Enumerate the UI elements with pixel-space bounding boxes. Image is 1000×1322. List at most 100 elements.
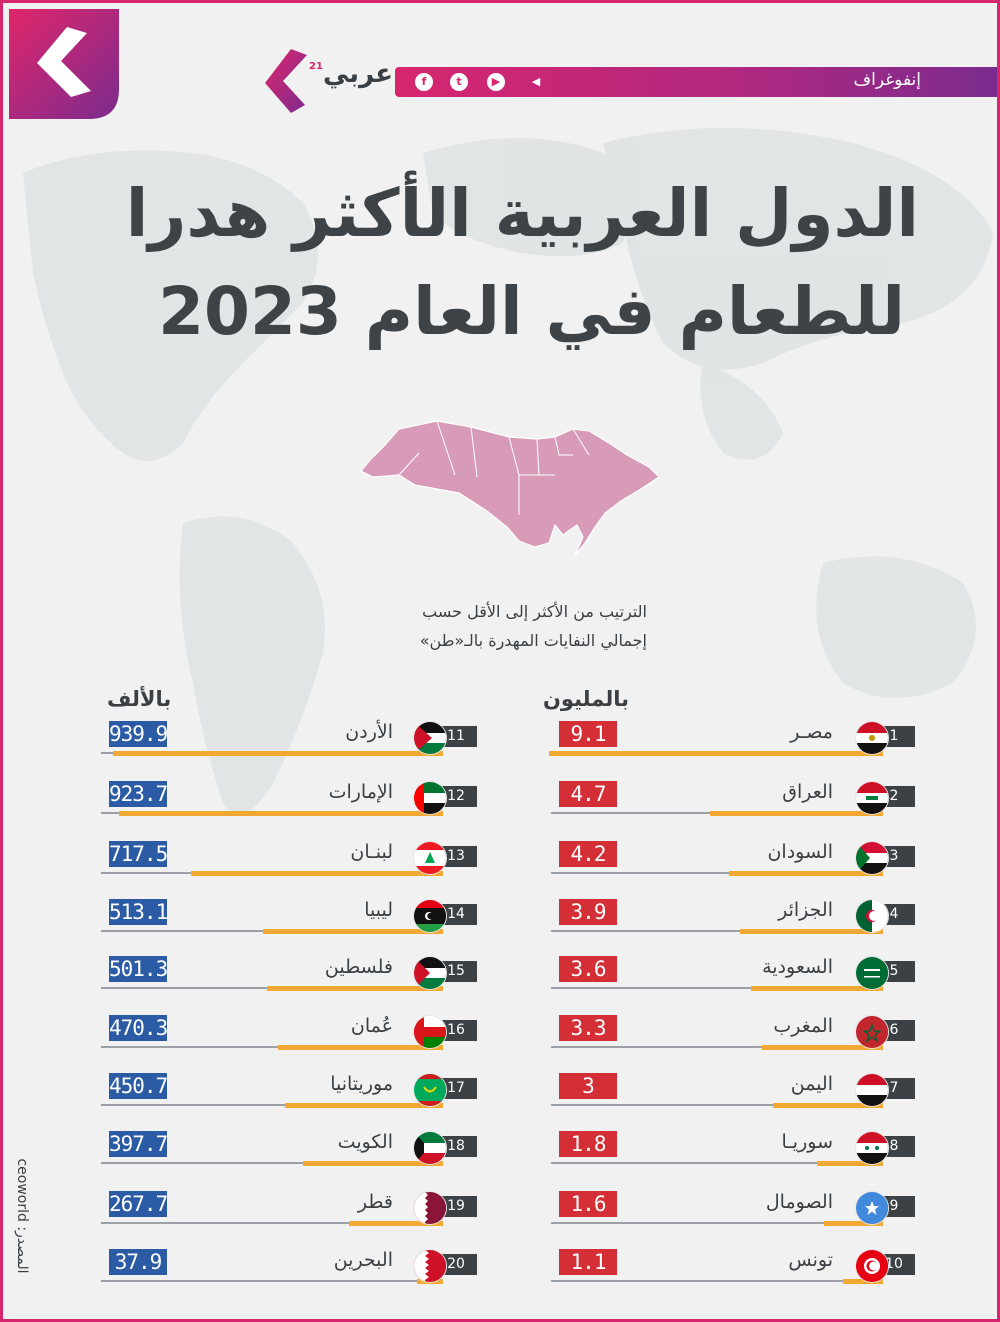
value-label: 1.6	[559, 1191, 617, 1217]
twitter-icon[interactable]: t	[450, 73, 468, 91]
chart-row: 14 ليبيا 513.1	[3, 899, 997, 939]
country-name: الصومال	[765, 1191, 833, 1213]
chart-row: 18 الكويت 397.7	[3, 1131, 997, 1171]
bar	[263, 929, 443, 934]
country-name: موريتانيا	[330, 1073, 393, 1095]
chart-row: 10 تونس 1.1	[3, 1249, 997, 1289]
country-name: العراق	[782, 781, 833, 803]
arab-world-map	[360, 420, 660, 556]
bahrain-flag-icon	[413, 1249, 447, 1283]
value-label: 1.1	[559, 1249, 617, 1275]
chart-row: 15 فلسطين 501.3	[3, 956, 997, 996]
chart-row: 16 عُمان 470.3	[3, 1015, 997, 1055]
baseline	[551, 1222, 883, 1224]
morocco-flag-icon	[855, 1015, 889, 1049]
value-label: 4.7	[559, 781, 617, 807]
value-label: 3.3	[559, 1015, 617, 1041]
telegram-icon[interactable]: ◀	[531, 75, 541, 88]
somalia-flag-icon	[855, 1191, 889, 1225]
baseline	[551, 1162, 883, 1164]
page-title-line-2: للطعام في العام 2023	[158, 273, 906, 350]
oman-flag-icon	[413, 1015, 447, 1049]
country-name: ليبيا	[364, 899, 393, 921]
country-name: البحرين	[333, 1249, 393, 1271]
country-name: مصـر	[790, 721, 833, 743]
chart-row: 19 قطر 267.7	[3, 1191, 997, 1231]
baseline	[551, 872, 883, 874]
country-name: السعودية	[762, 956, 833, 978]
country-name: عُمان	[350, 1015, 393, 1037]
chart-row: 17 موريتانيا 450.7	[3, 1073, 997, 1113]
brand-logo-icon	[265, 49, 307, 113]
country-name: اليمن	[790, 1073, 833, 1095]
chart-row: 2 العراق 4.7	[3, 781, 997, 821]
baseline	[551, 987, 883, 989]
subtitle-line-1: الترتيب من الأكثر إلى الأقل حسب	[422, 602, 647, 621]
value-label: 1.8	[559, 1131, 617, 1157]
category-bar: f t ▶ ◀ إنفوغراف	[395, 67, 997, 97]
bar	[729, 871, 883, 876]
chart-row: 8 سوريـا 1.8	[3, 1131, 997, 1171]
bar	[549, 751, 883, 756]
chart-row: 5 السعودية 3.6	[3, 956, 997, 996]
iraq-flag-icon	[855, 781, 889, 815]
value-label: 501.3	[109, 956, 168, 982]
baseline	[101, 1280, 443, 1282]
value-label: 470.3	[109, 1015, 168, 1041]
country-name: قطر	[357, 1191, 393, 1213]
bar	[191, 871, 443, 876]
value-label: 9.1	[559, 721, 617, 747]
chart-row: 1 مصـر 9.1	[3, 721, 997, 761]
yemen-flag-icon	[855, 1073, 889, 1107]
value-label: 37.9	[109, 1249, 167, 1275]
page-title-line-1: الدول العربية الأكثر هدرا	[125, 175, 920, 252]
baseline	[101, 1104, 443, 1106]
saudi-flag-icon	[855, 956, 889, 990]
chart-row: 13 لبنـان 717.5	[3, 841, 997, 881]
brand-logo: 21 عربي	[261, 47, 401, 117]
baseline	[551, 1104, 883, 1106]
value-label: 397.7	[109, 1131, 168, 1157]
bar	[349, 1221, 443, 1226]
bar	[119, 811, 443, 816]
corner-logo-icon	[9, 9, 119, 119]
brand-name: عربي	[323, 59, 394, 89]
category-label: إنفوغراف	[853, 70, 921, 90]
value-label: 3	[559, 1073, 617, 1099]
value-label: 450.7	[109, 1073, 168, 1099]
jordan-flag-icon	[413, 721, 447, 755]
bar	[113, 751, 443, 756]
facebook-icon[interactable]: f	[415, 73, 433, 91]
value-label: 4.2	[559, 841, 617, 867]
source-text: المصدر: ceoworld	[14, 1158, 30, 1274]
libya-flag-icon	[413, 899, 447, 933]
baseline	[551, 1046, 883, 1048]
value-label: 923.7	[109, 781, 168, 807]
bar	[824, 1221, 883, 1226]
lebanon-flag-icon	[413, 841, 447, 875]
baseline	[551, 1280, 883, 1282]
baseline	[551, 930, 883, 932]
chart-row: 20 البحرين 37.9	[3, 1249, 997, 1289]
country-name: الجزائر	[778, 899, 833, 921]
youtube-icon[interactable]: ▶	[487, 73, 505, 91]
tunisia-flag-icon	[855, 1249, 889, 1283]
qatar-flag-icon	[413, 1191, 447, 1225]
value-label: 939.9	[109, 721, 168, 747]
country-name: فلسطين	[324, 956, 393, 978]
chart-row: 6 المغرب 3.3	[3, 1015, 997, 1055]
baseline	[101, 1162, 443, 1164]
baseline	[101, 1046, 443, 1048]
bar	[817, 1161, 883, 1166]
value-label: 3.6	[559, 956, 617, 982]
country-name: سوريـا	[781, 1131, 833, 1153]
country-name: السودان	[767, 841, 833, 863]
unit-label-millions: بالمليون	[543, 687, 629, 711]
egypt-flag-icon	[855, 721, 889, 755]
palestine-flag-icon	[413, 956, 447, 990]
value-label: 717.5	[109, 841, 168, 867]
algeria-flag-icon	[855, 899, 889, 933]
baseline	[101, 1222, 443, 1224]
chart-row: 7 اليمن 3	[3, 1073, 997, 1113]
